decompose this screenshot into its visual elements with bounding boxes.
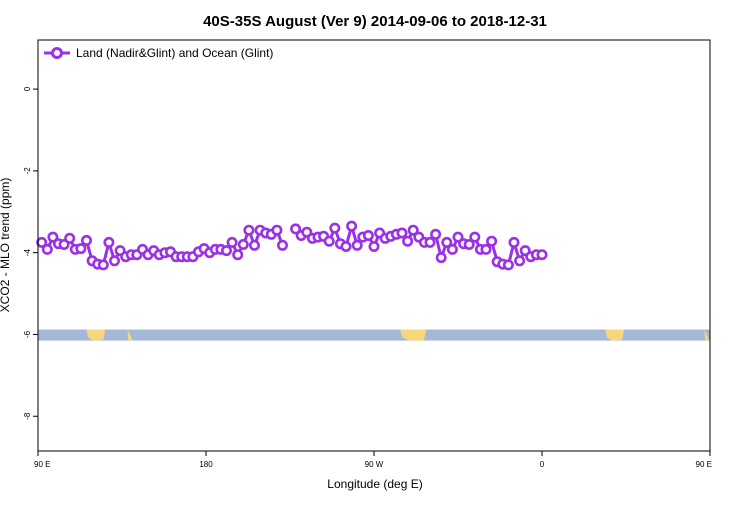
data-point <box>323 235 335 247</box>
plot-frame <box>37 39 711 452</box>
series-layer <box>36 220 548 271</box>
data-point <box>502 259 514 271</box>
map-ocean <box>38 329 710 341</box>
data-point <box>480 243 492 255</box>
data-point <box>362 230 374 242</box>
data-point <box>97 259 109 271</box>
data-point <box>109 255 121 267</box>
data-point <box>514 255 526 267</box>
data-point <box>435 252 447 264</box>
data-point <box>103 236 115 248</box>
data-point <box>446 243 458 255</box>
data-point <box>396 227 408 239</box>
data-point <box>407 224 419 236</box>
data-point <box>346 220 358 232</box>
map-land <box>400 329 427 341</box>
data-point <box>508 236 520 248</box>
x-tick-label: 0 <box>540 460 545 469</box>
data-point <box>441 236 453 248</box>
data-point <box>41 243 53 255</box>
data-point <box>351 239 363 251</box>
chart-title: 40S-35S August (Ver 9) 2014-09-06 to 201… <box>203 13 547 30</box>
legend: Land (Nadir&Glint) and Ocean (Glint) <box>44 46 273 60</box>
y-tick-label: -4 <box>23 249 32 257</box>
x-tick-label: 180 <box>199 460 213 469</box>
data-point <box>290 223 302 235</box>
axis-ticks: 0 -2 -4 -6 -8 90 E 180 90 W 0 90 E <box>23 86 712 469</box>
data-point <box>226 236 238 248</box>
y-tick-label: -2 <box>23 167 32 175</box>
y-axis-label: XCO2 - MLO trend (ppm) <box>0 178 12 313</box>
y-tick-label: -8 <box>23 412 32 420</box>
data-point <box>463 239 475 251</box>
data-point <box>329 222 341 234</box>
data-point <box>81 234 93 246</box>
x-axis-label: Longitude (deg E) <box>327 477 422 491</box>
map-strip <box>38 329 710 341</box>
data-point <box>536 249 548 261</box>
data-point <box>237 239 249 251</box>
data-point <box>221 245 233 257</box>
x-tick-label: 90 W <box>365 460 384 469</box>
data-point <box>47 231 59 243</box>
map-land <box>704 329 710 341</box>
data-point <box>243 224 255 236</box>
legend-marker <box>51 47 63 59</box>
legend-entry: Land (Nadir&Glint) and Ocean (Glint) <box>76 46 273 60</box>
data-point <box>75 243 87 255</box>
data-point <box>402 235 414 247</box>
data-point <box>271 224 283 236</box>
data-point <box>486 235 498 247</box>
data-point <box>469 231 481 243</box>
data-point <box>232 249 244 261</box>
data-point <box>430 228 442 240</box>
data-point <box>276 239 288 251</box>
data-point <box>340 241 352 253</box>
data-point <box>424 236 436 248</box>
map-land <box>86 329 106 341</box>
x-tick-label: 90 E <box>696 460 712 469</box>
map-land <box>605 329 625 341</box>
map-land <box>127 329 133 341</box>
data-point <box>368 241 380 253</box>
data-point <box>64 232 76 244</box>
data-point <box>249 239 261 251</box>
x-tick-label: 90 E <box>34 460 50 469</box>
data-point <box>452 231 464 243</box>
y-tick-label: 0 <box>23 86 32 91</box>
y-tick-label: -6 <box>23 330 32 338</box>
